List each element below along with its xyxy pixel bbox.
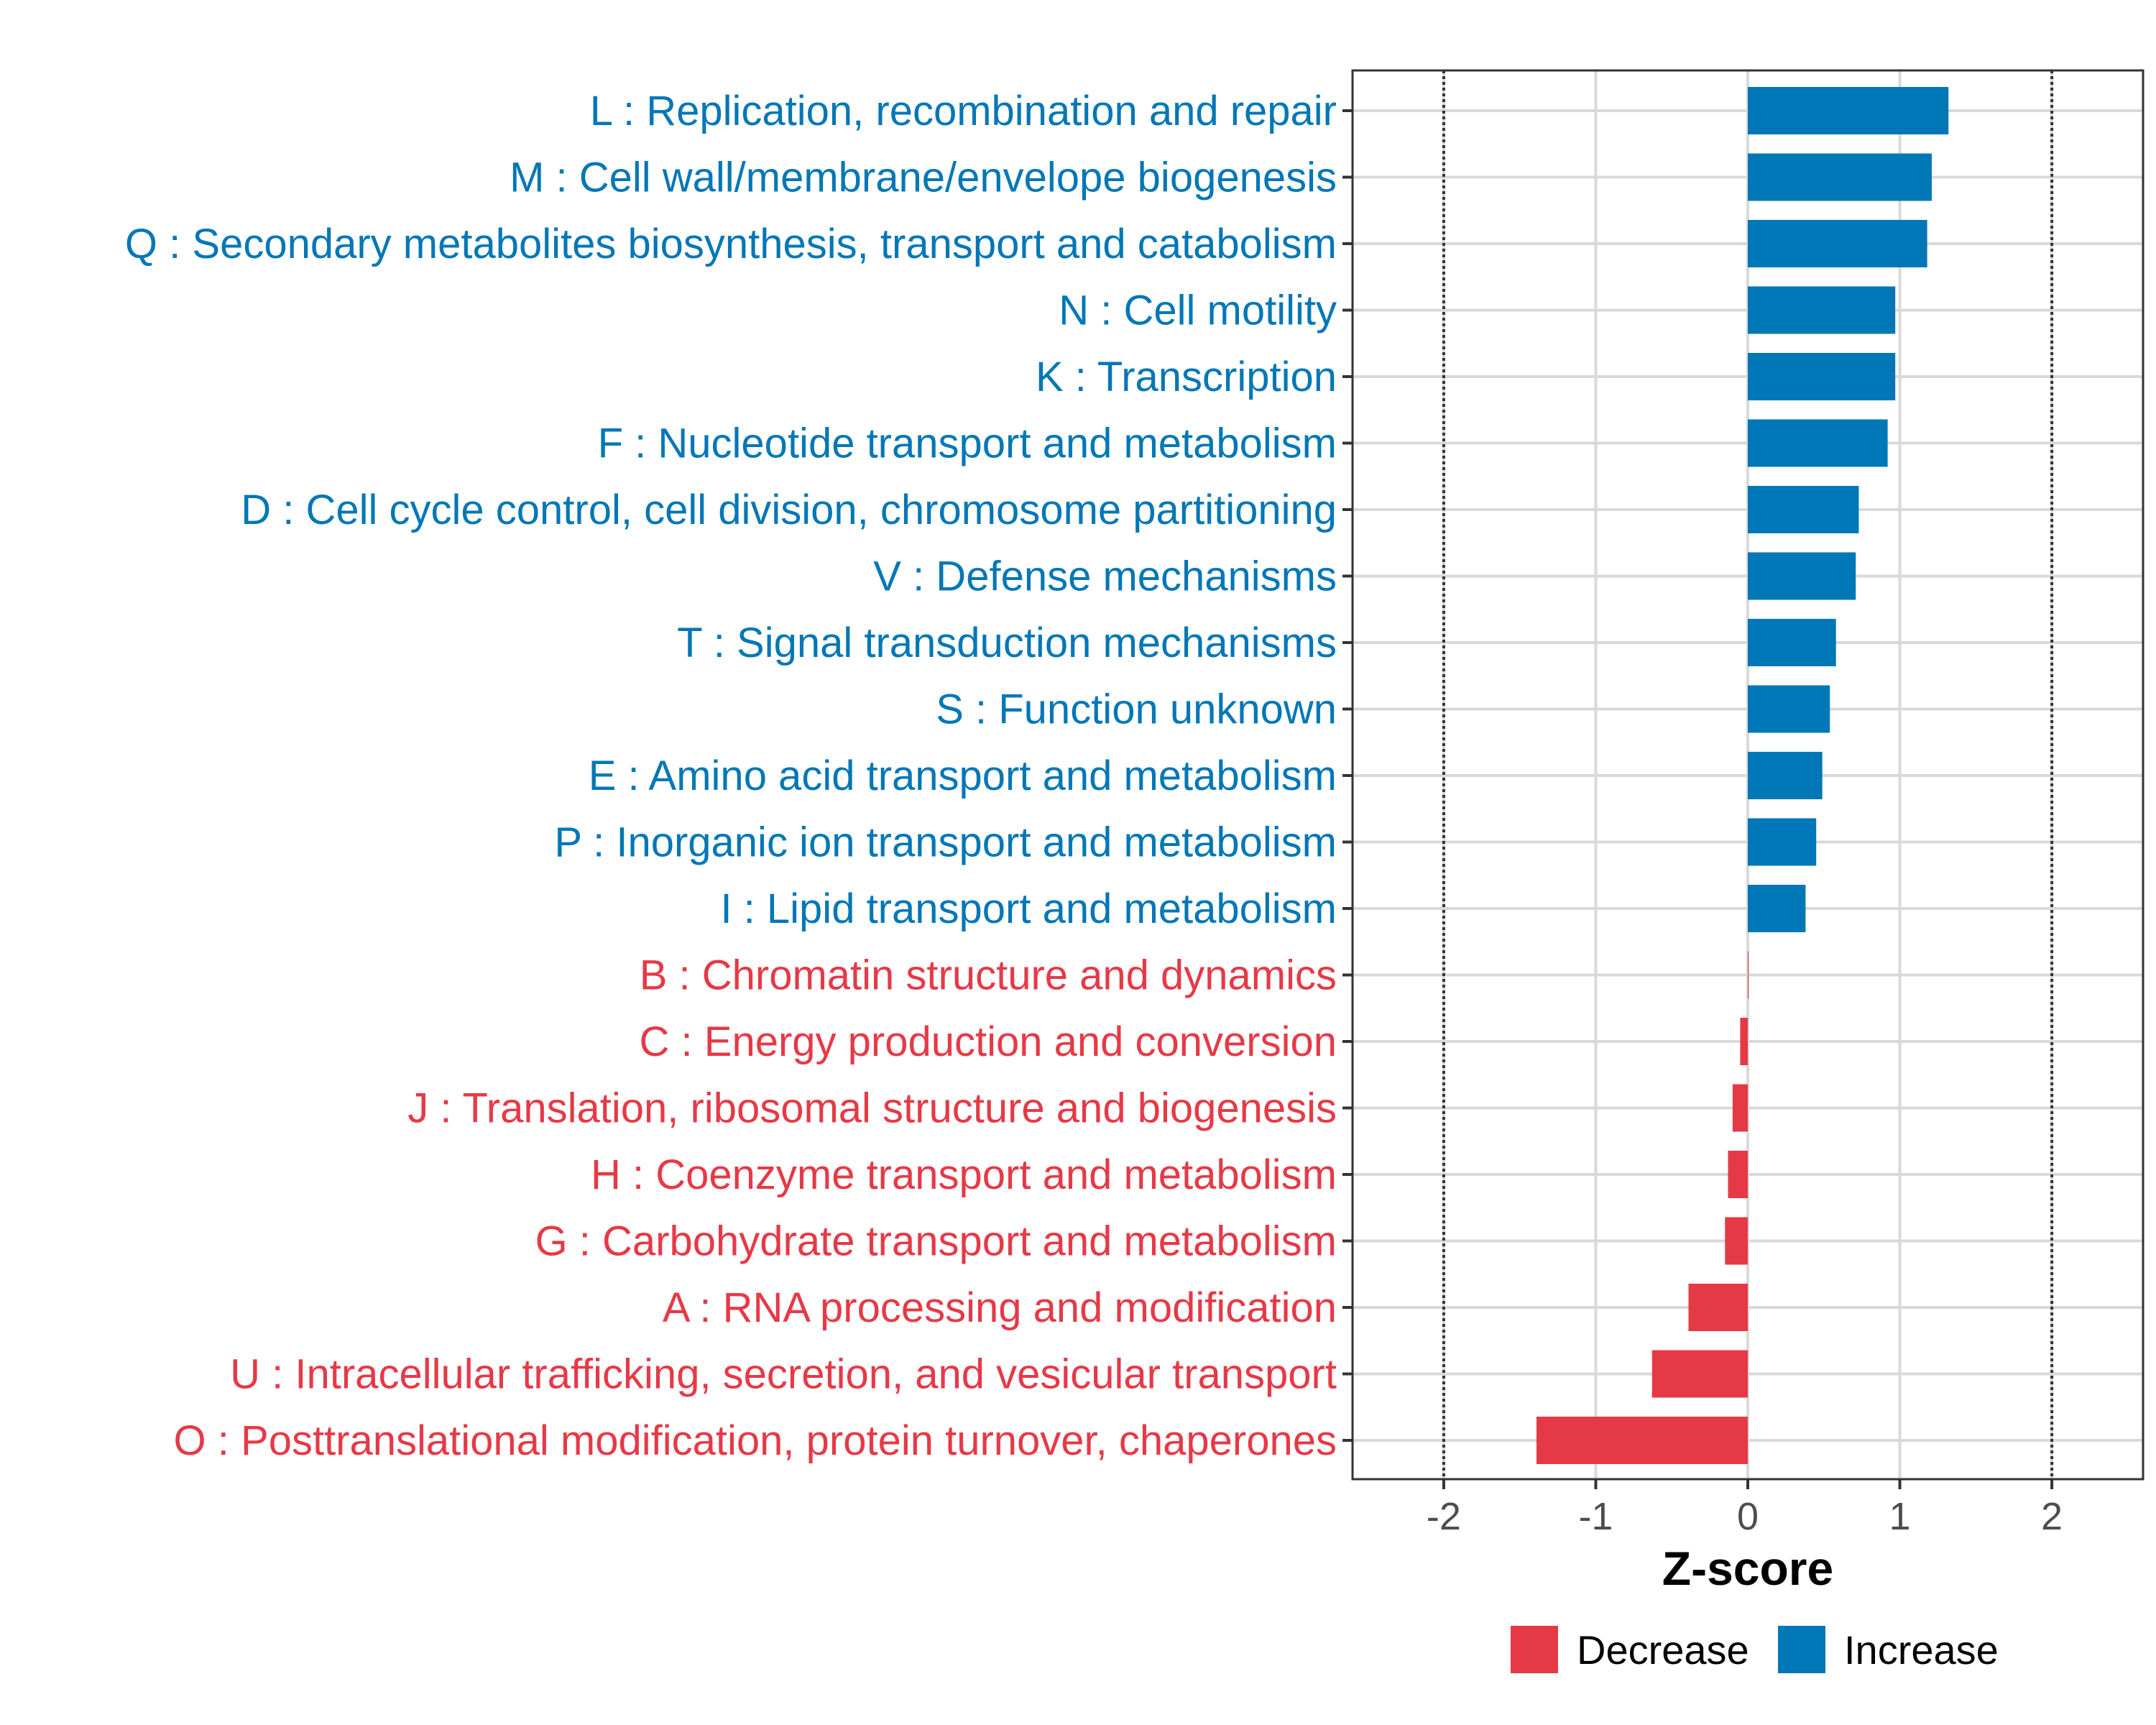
bar (1748, 552, 1856, 600)
legend-swatch (1778, 1626, 1825, 1673)
y-tick-label: H : Coenzyme transport and metabolism (591, 1151, 1337, 1198)
bar (1728, 1151, 1748, 1198)
y-tick-label: E : Amino acid transport and metabolism (589, 753, 1337, 799)
y-tick-label: D : Cell cycle control, cell division, c… (241, 487, 1337, 533)
y-tick-label: S : Function unknown (936, 686, 1337, 733)
bar (1748, 419, 1888, 467)
bar (1748, 619, 1836, 666)
bar (1748, 951, 1749, 999)
y-tick-label: K : Transcription (1036, 354, 1337, 400)
bar (1688, 1284, 1748, 1331)
legend-label: Increase (1844, 1627, 1999, 1673)
x-tick-label: 1 (1889, 1495, 1911, 1538)
y-tick-label: J : Translation, ribosomal structure and… (407, 1085, 1337, 1132)
y-tick-label: T : Signal transduction mechanisms (677, 620, 1337, 666)
bar (1748, 87, 1949, 134)
bar (1748, 220, 1927, 267)
y-tick-label: V : Defense mechanisms (873, 553, 1337, 600)
x-axis: -2 -1 0 1 2 (1427, 1479, 2063, 1538)
bar (1748, 685, 1830, 733)
x-tick-label: 0 (1737, 1495, 1759, 1538)
legend-label: Decrease (1577, 1627, 1749, 1673)
x-tick-label: -2 (1427, 1495, 1461, 1538)
legend: Decrease Increase (1511, 1626, 1999, 1673)
y-tick-label: A : RNA processing and modification (663, 1284, 1337, 1331)
y-tick-label: I : Lipid transport and metabolism (720, 886, 1337, 932)
x-axis-title: Z-score (1662, 1542, 1833, 1595)
bar (1748, 818, 1817, 866)
bar (1748, 885, 1806, 932)
y-tick-label: L : Replication, recombination and repai… (590, 88, 1337, 134)
x-tick-label: -1 (1578, 1495, 1613, 1538)
y-tick-label: U : Intracellular trafficking, secretion… (230, 1351, 1337, 1398)
y-tick-label: N : Cell motility (1059, 288, 1337, 334)
bar (1748, 752, 1823, 799)
y-tick-label: M : Cell wall/membrane/envelope biogenes… (510, 155, 1337, 201)
bar (1740, 1018, 1748, 1065)
bars (1536, 87, 1949, 1464)
bar (1725, 1217, 1748, 1265)
y-axis: L : Replication, recombination and repai… (125, 88, 1353, 1464)
y-tick-label: G : Carbohydrate transport and metabolis… (535, 1218, 1337, 1265)
bar (1748, 353, 1896, 400)
bar (1748, 486, 1859, 533)
y-tick-label: F : Nucleotide transport and metabolism (598, 420, 1337, 467)
y-tick-label: O : Posttranslational modification, prot… (174, 1417, 1337, 1464)
y-tick-label: P : Inorganic ion transport and metaboli… (554, 819, 1337, 866)
y-tick-label: B : Chromatin structure and dynamics (640, 952, 1337, 999)
bar (1536, 1417, 1748, 1464)
bar (1651, 1350, 1748, 1398)
bar (1748, 286, 1896, 334)
y-tick-label: Q : Secondary metabolites biosynthesis, … (125, 221, 1337, 267)
x-tick-label: 2 (2041, 1495, 2063, 1538)
legend-swatch (1511, 1626, 1558, 1673)
reference-lines (1442, 70, 2054, 1479)
bar (1732, 1084, 1748, 1132)
y-tick-label: C : Energy production and conversion (640, 1018, 1337, 1065)
bar (1748, 153, 1932, 201)
